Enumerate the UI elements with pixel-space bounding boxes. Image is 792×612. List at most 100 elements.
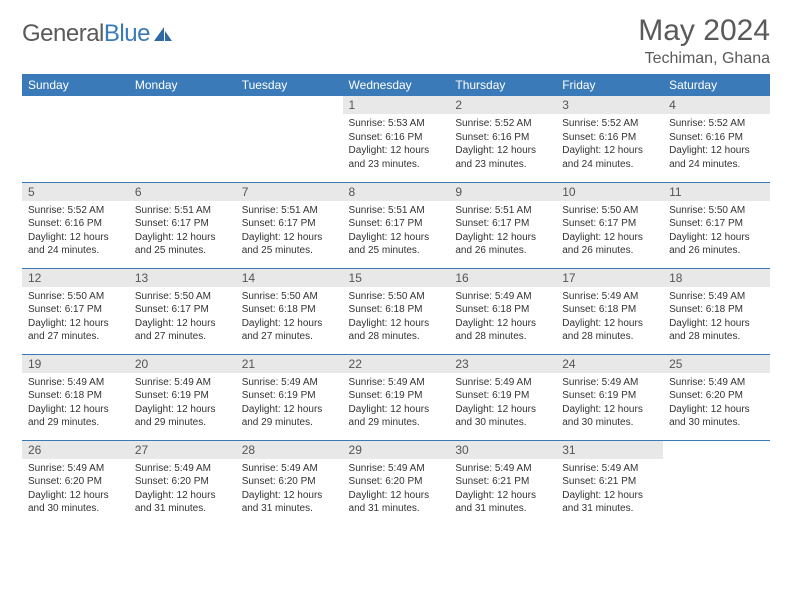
day-number: 13 — [129, 269, 236, 287]
day-number: 27 — [129, 441, 236, 459]
day-details: Sunrise: 5:49 AMSunset: 6:18 PMDaylight:… — [663, 287, 770, 348]
calendar-day-cell: 26Sunrise: 5:49 AMSunset: 6:20 PMDayligh… — [22, 440, 129, 526]
weekday-header: Sunday — [22, 74, 129, 96]
calendar-day-cell: 25Sunrise: 5:49 AMSunset: 6:20 PMDayligh… — [663, 354, 770, 440]
day-number: 3 — [556, 96, 663, 114]
day-details: Sunrise: 5:49 AMSunset: 6:20 PMDaylight:… — [343, 459, 450, 520]
day-details: Sunrise: 5:49 AMSunset: 6:21 PMDaylight:… — [556, 459, 663, 520]
calendar-day-cell: 12Sunrise: 5:50 AMSunset: 6:17 PMDayligh… — [22, 268, 129, 354]
day-number: 18 — [663, 269, 770, 287]
calendar-day-cell: 30Sunrise: 5:49 AMSunset: 6:21 PMDayligh… — [449, 440, 556, 526]
calendar-day-cell: 9Sunrise: 5:51 AMSunset: 6:17 PMDaylight… — [449, 182, 556, 268]
day-details: Sunrise: 5:50 AMSunset: 6:18 PMDaylight:… — [343, 287, 450, 348]
day-details: Sunrise: 5:50 AMSunset: 6:17 PMDaylight:… — [663, 201, 770, 262]
weekday-header: Monday — [129, 74, 236, 96]
calendar-day-cell — [663, 440, 770, 526]
calendar-day-cell: 16Sunrise: 5:49 AMSunset: 6:18 PMDayligh… — [449, 268, 556, 354]
calendar-day-cell: 10Sunrise: 5:50 AMSunset: 6:17 PMDayligh… — [556, 182, 663, 268]
day-details: Sunrise: 5:52 AMSunset: 6:16 PMDaylight:… — [449, 114, 556, 175]
weekday-header: Wednesday — [343, 74, 450, 96]
logo-text-blue: Blue — [104, 20, 150, 48]
calendar-day-cell: 17Sunrise: 5:49 AMSunset: 6:18 PMDayligh… — [556, 268, 663, 354]
day-details: Sunrise: 5:49 AMSunset: 6:19 PMDaylight:… — [236, 373, 343, 434]
day-details: Sunrise: 5:52 AMSunset: 6:16 PMDaylight:… — [22, 201, 129, 262]
calendar-day-cell: 3Sunrise: 5:52 AMSunset: 6:16 PMDaylight… — [556, 96, 663, 182]
day-details: Sunrise: 5:49 AMSunset: 6:18 PMDaylight:… — [449, 287, 556, 348]
calendar-table: SundayMondayTuesdayWednesdayThursdayFrid… — [22, 74, 770, 526]
day-details: Sunrise: 5:49 AMSunset: 6:18 PMDaylight:… — [22, 373, 129, 434]
day-details: Sunrise: 5:52 AMSunset: 6:16 PMDaylight:… — [663, 114, 770, 175]
day-details: Sunrise: 5:49 AMSunset: 6:18 PMDaylight:… — [556, 287, 663, 348]
day-number: 23 — [449, 355, 556, 373]
calendar-page: GeneralBlue May 2024 Techiman, Ghana Sun… — [0, 0, 792, 526]
day-details: Sunrise: 5:49 AMSunset: 6:20 PMDaylight:… — [129, 459, 236, 520]
calendar-day-cell — [22, 96, 129, 182]
weekday-header: Saturday — [663, 74, 770, 96]
calendar-day-cell: 28Sunrise: 5:49 AMSunset: 6:20 PMDayligh… — [236, 440, 343, 526]
day-details: Sunrise: 5:53 AMSunset: 6:16 PMDaylight:… — [343, 114, 450, 175]
calendar-day-cell: 24Sunrise: 5:49 AMSunset: 6:19 PMDayligh… — [556, 354, 663, 440]
day-number: 11 — [663, 183, 770, 201]
day-number: 10 — [556, 183, 663, 201]
day-number: 6 — [129, 183, 236, 201]
day-number: 30 — [449, 441, 556, 459]
day-details: Sunrise: 5:49 AMSunset: 6:20 PMDaylight:… — [663, 373, 770, 434]
day-number: 28 — [236, 441, 343, 459]
day-number: 9 — [449, 183, 556, 201]
day-number: 31 — [556, 441, 663, 459]
weekday-header: Thursday — [449, 74, 556, 96]
calendar-day-cell — [129, 96, 236, 182]
day-number: 5 — [22, 183, 129, 201]
day-number: 4 — [663, 96, 770, 114]
day-details: Sunrise: 5:49 AMSunset: 6:21 PMDaylight:… — [449, 459, 556, 520]
day-number: 26 — [22, 441, 129, 459]
day-number: 1 — [343, 96, 450, 114]
calendar-day-cell: 22Sunrise: 5:49 AMSunset: 6:19 PMDayligh… — [343, 354, 450, 440]
calendar-week-row: 5Sunrise: 5:52 AMSunset: 6:16 PMDaylight… — [22, 182, 770, 268]
calendar-header-row: SundayMondayTuesdayWednesdayThursdayFrid… — [22, 74, 770, 96]
day-details: Sunrise: 5:52 AMSunset: 6:16 PMDaylight:… — [556, 114, 663, 175]
calendar-week-row: 19Sunrise: 5:49 AMSunset: 6:18 PMDayligh… — [22, 354, 770, 440]
calendar-day-cell: 21Sunrise: 5:49 AMSunset: 6:19 PMDayligh… — [236, 354, 343, 440]
day-number: 14 — [236, 269, 343, 287]
day-details: Sunrise: 5:51 AMSunset: 6:17 PMDaylight:… — [449, 201, 556, 262]
header: GeneralBlue May 2024 Techiman, Ghana — [22, 14, 770, 68]
day-details: Sunrise: 5:49 AMSunset: 6:20 PMDaylight:… — [236, 459, 343, 520]
day-number: 7 — [236, 183, 343, 201]
calendar-day-cell: 31Sunrise: 5:49 AMSunset: 6:21 PMDayligh… — [556, 440, 663, 526]
month-title: May 2024 — [638, 14, 770, 48]
location-title: Techiman, Ghana — [638, 50, 770, 68]
day-details: Sunrise: 5:49 AMSunset: 6:19 PMDaylight:… — [449, 373, 556, 434]
calendar-day-cell: 14Sunrise: 5:50 AMSunset: 6:18 PMDayligh… — [236, 268, 343, 354]
calendar-day-cell: 15Sunrise: 5:50 AMSunset: 6:18 PMDayligh… — [343, 268, 450, 354]
logo-sail-icon — [152, 25, 174, 43]
day-details: Sunrise: 5:51 AMSunset: 6:17 PMDaylight:… — [129, 201, 236, 262]
day-number: 19 — [22, 355, 129, 373]
logo: GeneralBlue — [22, 14, 174, 48]
weekday-header: Friday — [556, 74, 663, 96]
calendar-day-cell: 11Sunrise: 5:50 AMSunset: 6:17 PMDayligh… — [663, 182, 770, 268]
calendar-day-cell: 19Sunrise: 5:49 AMSunset: 6:18 PMDayligh… — [22, 354, 129, 440]
day-number: 20 — [129, 355, 236, 373]
day-number: 15 — [343, 269, 450, 287]
calendar-day-cell: 2Sunrise: 5:52 AMSunset: 6:16 PMDaylight… — [449, 96, 556, 182]
day-details: Sunrise: 5:49 AMSunset: 6:19 PMDaylight:… — [556, 373, 663, 434]
calendar-day-cell: 5Sunrise: 5:52 AMSunset: 6:16 PMDaylight… — [22, 182, 129, 268]
calendar-day-cell: 23Sunrise: 5:49 AMSunset: 6:19 PMDayligh… — [449, 354, 556, 440]
day-number: 8 — [343, 183, 450, 201]
calendar-day-cell: 20Sunrise: 5:49 AMSunset: 6:19 PMDayligh… — [129, 354, 236, 440]
calendar-day-cell — [236, 96, 343, 182]
weekday-header: Tuesday — [236, 74, 343, 96]
calendar-day-cell: 13Sunrise: 5:50 AMSunset: 6:17 PMDayligh… — [129, 268, 236, 354]
day-details: Sunrise: 5:50 AMSunset: 6:17 PMDaylight:… — [556, 201, 663, 262]
day-number: 17 — [556, 269, 663, 287]
day-number: 24 — [556, 355, 663, 373]
day-details: Sunrise: 5:51 AMSunset: 6:17 PMDaylight:… — [236, 201, 343, 262]
calendar-day-cell: 18Sunrise: 5:49 AMSunset: 6:18 PMDayligh… — [663, 268, 770, 354]
calendar-day-cell: 7Sunrise: 5:51 AMSunset: 6:17 PMDaylight… — [236, 182, 343, 268]
day-number: 2 — [449, 96, 556, 114]
calendar-day-cell: 29Sunrise: 5:49 AMSunset: 6:20 PMDayligh… — [343, 440, 450, 526]
day-details: Sunrise: 5:49 AMSunset: 6:19 PMDaylight:… — [129, 373, 236, 434]
day-details: Sunrise: 5:49 AMSunset: 6:19 PMDaylight:… — [343, 373, 450, 434]
day-details: Sunrise: 5:50 AMSunset: 6:17 PMDaylight:… — [129, 287, 236, 348]
